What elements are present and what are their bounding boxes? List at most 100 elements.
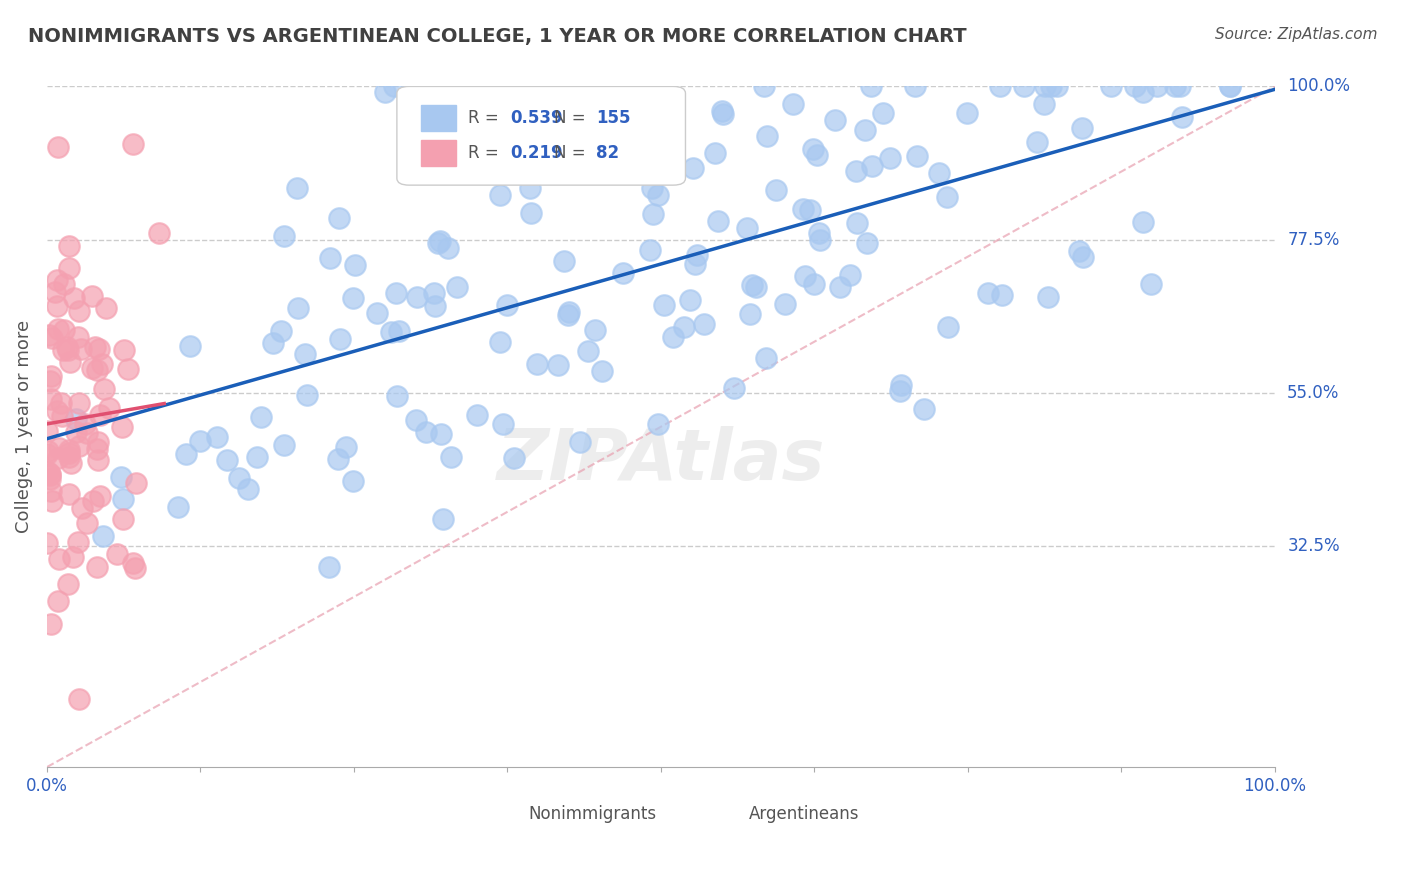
Point xyxy=(1140,277,1163,292)
Point xyxy=(1046,79,1069,94)
Point xyxy=(111,512,134,526)
Text: Source: ZipAtlas.com: Source: ZipAtlas.com xyxy=(1215,27,1378,42)
Point xyxy=(568,434,591,449)
Point xyxy=(63,291,86,305)
Point xyxy=(1123,79,1146,94)
Point xyxy=(86,362,108,376)
Point xyxy=(558,79,581,94)
Point xyxy=(236,482,259,496)
Point xyxy=(382,79,405,94)
Point xyxy=(432,512,454,526)
Point xyxy=(839,268,862,283)
Point xyxy=(67,304,90,318)
Point xyxy=(1038,290,1060,304)
Point xyxy=(294,347,316,361)
Point xyxy=(1012,79,1035,94)
Point xyxy=(89,489,111,503)
Point xyxy=(723,381,745,395)
Point xyxy=(53,323,76,337)
Point xyxy=(912,402,935,417)
Point xyxy=(246,450,269,465)
Point xyxy=(1039,79,1062,94)
Point xyxy=(65,425,87,439)
Text: 82: 82 xyxy=(596,145,619,162)
Point xyxy=(890,377,912,392)
Point xyxy=(489,334,512,349)
Point xyxy=(366,305,388,319)
Text: NONIMMIGRANTS VS ARGENTINEAN COLLEGE, 1 YEAR OR MORE CORRELATION CHART: NONIMMIGRANTS VS ARGENTINEAN COLLEGE, 1 … xyxy=(28,27,967,45)
Point xyxy=(86,560,108,574)
Point xyxy=(179,338,201,352)
Point xyxy=(91,357,114,371)
Point xyxy=(502,451,524,466)
Point xyxy=(215,453,238,467)
Point xyxy=(830,280,852,294)
Point xyxy=(70,343,93,357)
Point xyxy=(707,214,730,228)
Text: 0.539: 0.539 xyxy=(510,109,562,127)
Point xyxy=(520,205,543,219)
Point xyxy=(270,325,292,339)
Point xyxy=(329,332,352,346)
Point xyxy=(936,190,959,204)
Point xyxy=(53,277,76,292)
Point xyxy=(991,288,1014,302)
Point xyxy=(117,362,139,376)
Point xyxy=(824,113,846,128)
Point xyxy=(59,354,82,368)
Point xyxy=(405,290,427,304)
Point xyxy=(297,388,319,402)
Point xyxy=(93,382,115,396)
Point xyxy=(59,456,82,470)
Point xyxy=(39,467,62,482)
Point xyxy=(39,484,62,499)
Point xyxy=(1071,120,1094,135)
Point xyxy=(87,453,110,467)
Point xyxy=(693,317,716,331)
Point xyxy=(385,389,408,403)
Point xyxy=(1146,79,1168,94)
Point xyxy=(756,129,779,144)
Point xyxy=(75,417,97,432)
Point xyxy=(752,79,775,94)
Point xyxy=(105,547,128,561)
Point xyxy=(58,446,80,460)
Point xyxy=(440,450,463,464)
Point xyxy=(792,202,814,217)
Point xyxy=(39,392,62,407)
Text: N =: N = xyxy=(554,109,591,127)
Point xyxy=(121,137,143,152)
Point xyxy=(76,516,98,530)
Point xyxy=(207,430,229,444)
Point xyxy=(704,145,727,160)
Point xyxy=(1099,79,1122,94)
Point xyxy=(56,340,79,354)
Point xyxy=(737,220,759,235)
Text: 32.5%: 32.5% xyxy=(1288,537,1340,555)
Point xyxy=(808,233,831,247)
Point xyxy=(682,161,704,175)
Point xyxy=(35,424,58,438)
Point xyxy=(39,616,62,631)
Point xyxy=(228,471,250,485)
Point xyxy=(872,106,894,120)
Point xyxy=(429,234,451,248)
Point xyxy=(1132,85,1154,99)
Point xyxy=(335,440,357,454)
Point xyxy=(112,491,135,506)
Point xyxy=(51,409,73,424)
Point xyxy=(662,330,685,344)
Point xyxy=(773,297,796,311)
Point xyxy=(45,273,67,287)
Point xyxy=(250,409,273,424)
Point xyxy=(553,254,575,268)
Point xyxy=(67,396,90,410)
Point xyxy=(188,434,211,448)
Point xyxy=(583,323,606,337)
Point xyxy=(91,529,114,543)
Point xyxy=(48,442,70,456)
Point xyxy=(110,470,132,484)
Point xyxy=(1071,250,1094,264)
Point xyxy=(125,475,148,490)
Point xyxy=(565,136,588,151)
